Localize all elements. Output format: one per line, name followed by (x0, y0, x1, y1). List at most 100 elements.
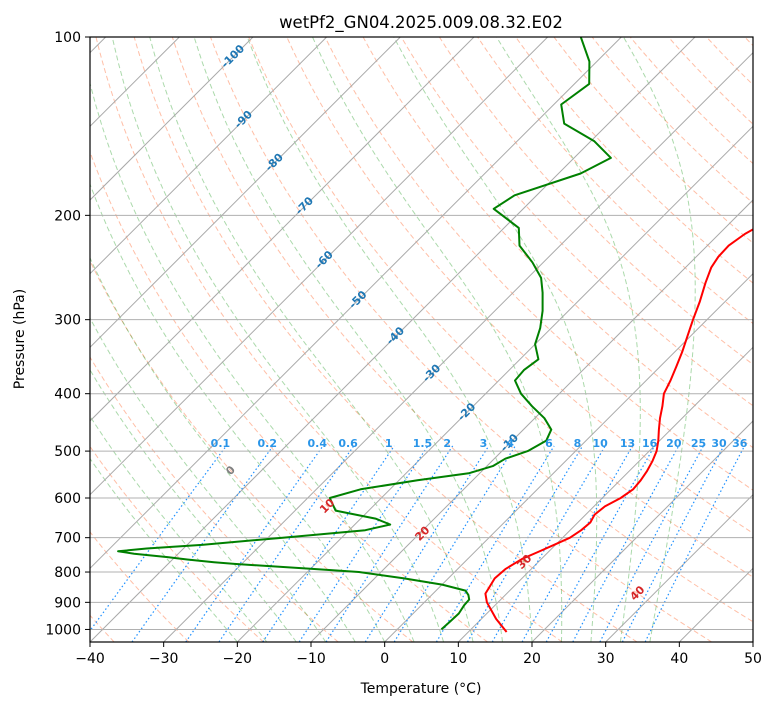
mixing-ratio-label: 30 (711, 437, 727, 450)
moist-adiabat (193, 37, 503, 642)
mixing-ratio-line (621, 445, 725, 642)
x-tick-label: 20 (523, 651, 541, 667)
isotherm (752, 641, 753, 642)
dry-adiabat (324, 37, 753, 491)
moist-adiabat (90, 182, 386, 642)
y-axis-title: Pressure (hPa) (12, 289, 28, 389)
y-axis: 1000 900 800 700 600 500 400 300 200 100 (45, 30, 90, 638)
y-tick-label: 900 (54, 595, 81, 611)
mixing-ratio-label: 1.5 (413, 437, 433, 450)
mixing-ratio-label: 0.2 (258, 437, 278, 450)
mixing-ratio-line (131, 445, 274, 642)
mixing-ratio-line (185, 445, 324, 642)
x-tick-label: 0 (380, 651, 389, 667)
mixing-ratio-label: 13 (620, 437, 635, 450)
mixing-ratio-line (435, 445, 555, 642)
dry-adiabat (553, 37, 753, 244)
mixing-ratio-label: 2 (443, 437, 451, 450)
moist-adiabat (246, 37, 533, 642)
mixing-ratio-label: 16 (642, 437, 658, 450)
mixing-ratio-label: 1 (385, 437, 393, 450)
mixing-ratio-label: 0.4 (308, 437, 328, 450)
plot-frame (89, 36, 754, 643)
mixing-ratio-line (545, 445, 656, 642)
mixing-ratio-label: 36 (732, 437, 748, 450)
mixing-ratio-line (466, 445, 584, 642)
dry-adiabat (286, 37, 753, 534)
isotherm (90, 37, 254, 201)
dry-adiabat (400, 37, 753, 407)
x-tick-label: −10 (296, 651, 326, 667)
dry-adiabat (591, 37, 753, 204)
y-tick-label: 300 (54, 313, 81, 329)
dry-adiabat (171, 37, 712, 642)
x-axis: −40 −30 −20 −10 0 10 20 30 40 50 (75, 642, 762, 667)
moist-adiabat (90, 415, 268, 642)
mixing-ratio-label: 0.1 (211, 437, 231, 450)
y-tick-label: 200 (54, 208, 81, 224)
moist-adiabat (90, 81, 415, 642)
mixing-ratio-line (644, 445, 746, 642)
sounding-profiles (117, 37, 753, 633)
mixing-ratio-label: 0.6 (338, 437, 358, 450)
moist-adiabat (111, 37, 445, 642)
isotherm (90, 37, 696, 642)
x-tick-label: 50 (744, 651, 762, 667)
dry-adiabat (90, 531, 190, 642)
mixing-ratio-label: 6 (545, 437, 553, 450)
y-tick-label: 100 (54, 30, 81, 46)
y-tick-label: 700 (54, 531, 81, 547)
isotherm (310, 199, 753, 642)
y-tick-label: 500 (54, 444, 81, 460)
mixing-ratio-label: 25 (691, 437, 706, 450)
dry-adiabat (248, 37, 753, 578)
mixing-ratio-label: 10 (592, 437, 608, 450)
mixing-ratio-line (393, 445, 516, 642)
mixing-ratio-line (521, 445, 634, 642)
isotherm (90, 37, 549, 496)
moist-adiabat (90, 317, 327, 642)
temperature-profile (484, 228, 753, 633)
isotherm (531, 420, 753, 642)
moist-adiabat (496, 37, 641, 642)
isotherm (90, 37, 401, 349)
x-tick-label: −40 (75, 651, 105, 667)
y-tick-label: 1000 (45, 622, 81, 638)
dry-adiabat (133, 37, 638, 642)
mixing-ratio-label: 20 (666, 437, 682, 450)
isotherm (457, 346, 753, 642)
isotherm (90, 37, 328, 275)
x-tick-label: 30 (597, 651, 615, 667)
y-tick-label: 400 (54, 387, 81, 403)
dry-adiabat (95, 37, 563, 642)
mixing-ratio-line (364, 445, 490, 642)
mixing-ratio-line (218, 445, 355, 642)
mixing-ratio-line (262, 445, 395, 642)
mixing-ratio-label: 8 (574, 437, 582, 450)
isotherm (90, 37, 622, 570)
isotherm (90, 37, 475, 422)
isotherm (163, 51, 753, 642)
moist-adiabat (90, 256, 356, 642)
mixing-ratio-label: 3 (480, 437, 488, 450)
dewpoint-profile (117, 37, 612, 631)
mixing-ratio-line (325, 445, 454, 642)
mixing-ratio-label: 4 (506, 437, 514, 450)
mixing-ratio-line (298, 445, 429, 642)
dry-adiabat (90, 356, 339, 642)
isotherm (605, 493, 753, 642)
chart-title: wetPf2_GN04.2025.009.08.32.E02 (279, 13, 563, 33)
moist-adiabat (90, 457, 238, 642)
x-tick-label: 40 (670, 651, 688, 667)
pressure-gridlines (90, 37, 753, 630)
moist-adiabat (623, 37, 696, 642)
background-lines (90, 37, 753, 642)
y-tick-label: 600 (54, 491, 81, 507)
x-tick-label: −20 (223, 651, 253, 667)
moist-adiabat (312, 37, 563, 642)
dry-adiabat (90, 259, 414, 642)
dry-adiabat (438, 37, 753, 365)
moist-adiabat (393, 37, 598, 642)
moist-adiabat (149, 37, 474, 642)
